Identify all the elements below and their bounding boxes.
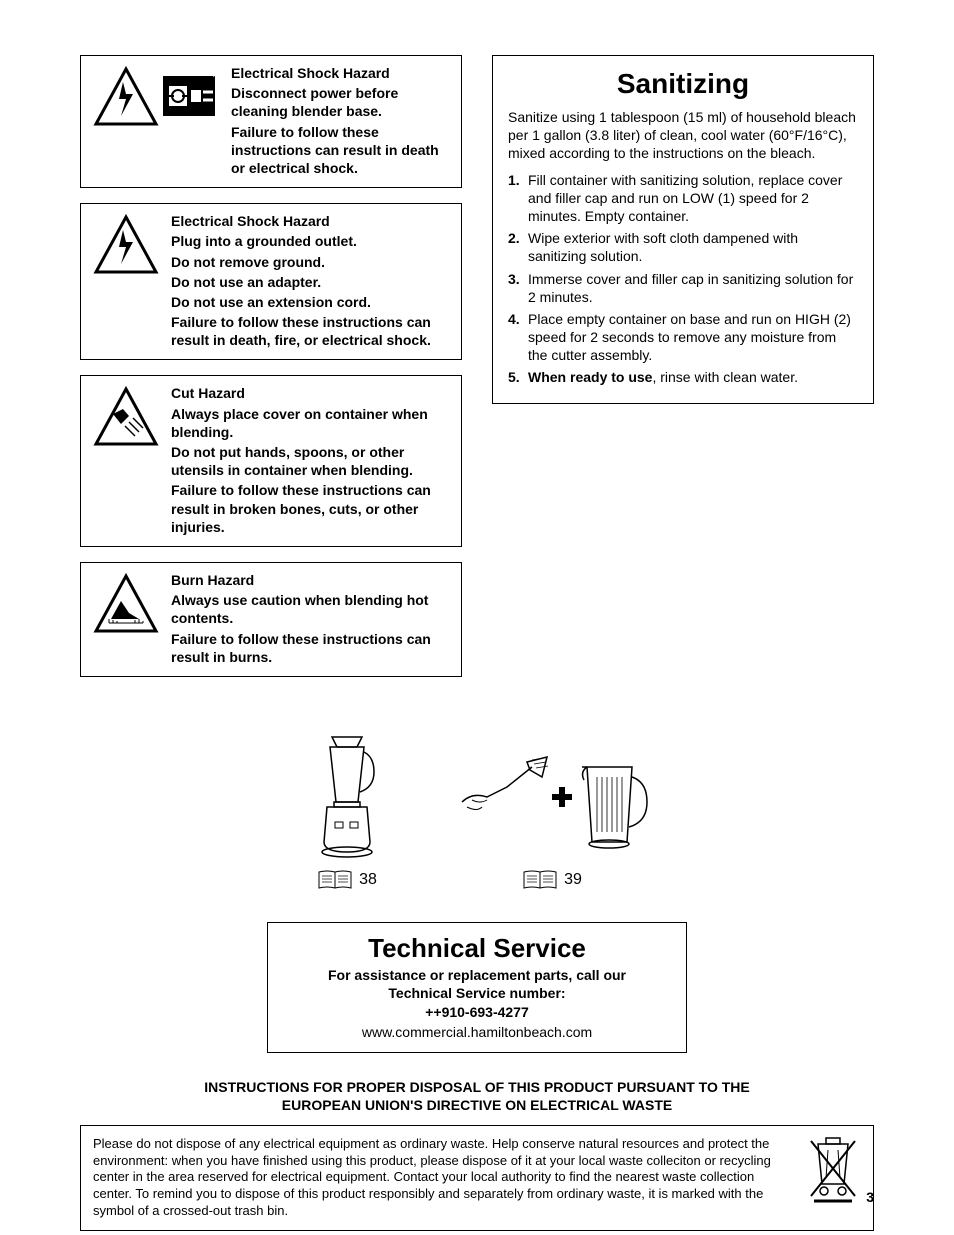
sanitize-steps: 1.Fill container with sanitizing solutio… <box>508 171 858 387</box>
disposal-heading: INSTRUCTIONS FOR PROPER DISPOSAL OF THIS… <box>80 1078 874 1114</box>
cut-icon <box>91 384 161 459</box>
figure-39: 39 <box>452 752 652 892</box>
warning-title: Cut Hazard <box>171 385 245 401</box>
tech-sub1: For assistance or replacement parts, cal… <box>286 966 668 984</box>
weee-icon <box>806 1136 861 1211</box>
warning-box-shock: Electrical Shock Hazard Plug into a grou… <box>80 203 462 360</box>
tech-title: Technical Service <box>286 933 668 964</box>
warning-text: Cut Hazard Always place cover on contain… <box>171 384 451 538</box>
warning-title: Electrical Shock Hazard <box>171 213 330 229</box>
figure-number: 38 <box>359 871 377 889</box>
brush-pitcher-icon <box>452 752 652 862</box>
warnings-column: Electrical Shock Hazard Disconnect power… <box>80 55 462 692</box>
warning-title: Burn Hazard <box>171 572 254 588</box>
figures-area: 38 <box>80 732 874 892</box>
tech-sub2: Technical Service number: <box>286 984 668 1002</box>
sanitize-box: Sanitizing Sanitize using 1 tablespoon (… <box>492 55 874 404</box>
warning-text: Burn Hazard Always use caution when blen… <box>171 571 451 668</box>
book-icon <box>522 868 558 892</box>
tech-phone: ++910-693-4277 <box>286 1004 668 1020</box>
disposal-box: Please do not dispose of any electrical … <box>80 1125 874 1231</box>
warning-title: Electrical Shock Hazard <box>231 65 390 81</box>
book-icon <box>317 868 353 892</box>
tech-url: www.commercial.hamiltonbeach.com <box>286 1024 668 1040</box>
technical-service-box: Technical Service For assistance or repl… <box>267 922 687 1053</box>
warning-text: Electrical Shock Hazard Disconnect power… <box>231 64 451 179</box>
shock-icon <box>91 212 161 287</box>
blender-icon <box>302 732 392 862</box>
page-number: 3 <box>866 1189 874 1205</box>
shock-plug-icon <box>91 64 221 139</box>
figure-number: 39 <box>564 871 582 889</box>
burn-icon <box>91 571 161 646</box>
sanitize-title: Sanitizing <box>508 68 858 100</box>
figure-38: 38 <box>302 732 392 892</box>
warning-text: Electrical Shock Hazard Plug into a grou… <box>171 212 451 351</box>
warning-box-shock-plug: Electrical Shock Hazard Disconnect power… <box>80 55 462 188</box>
disposal-text: Please do not dispose of any electrical … <box>93 1136 788 1220</box>
sanitize-intro: Sanitize using 1 tablespoon (15 ml) of h… <box>508 108 858 163</box>
warning-box-cut: Cut Hazard Always place cover on contain… <box>80 375 462 547</box>
sanitize-column: Sanitizing Sanitize using 1 tablespoon (… <box>492 55 874 692</box>
warning-box-burn: Burn Hazard Always use caution when blen… <box>80 562 462 677</box>
